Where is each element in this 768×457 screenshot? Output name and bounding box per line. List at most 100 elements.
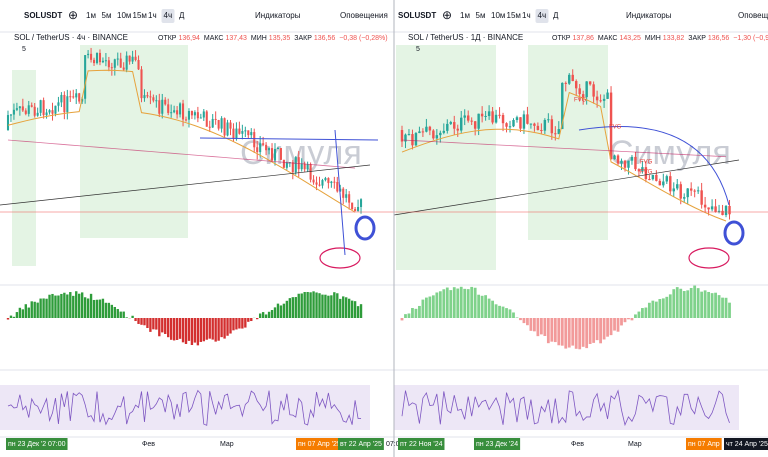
macd-bar bbox=[613, 318, 616, 331]
rsi-band bbox=[394, 385, 739, 430]
ma-line bbox=[7, 69, 356, 213]
candle-body bbox=[265, 144, 268, 151]
macd-bar bbox=[696, 288, 700, 318]
interval[interactable]: 4ч bbox=[538, 11, 547, 20]
indicators[interactable]: Индикаторы bbox=[626, 11, 672, 20]
candle-body bbox=[336, 181, 339, 192]
candle-body bbox=[33, 106, 36, 116]
candle-body bbox=[498, 114, 501, 116]
macd-bar bbox=[515, 317, 519, 318]
candle-body bbox=[557, 129, 561, 135]
macd-bar bbox=[104, 302, 108, 318]
macd-bar bbox=[98, 299, 102, 318]
alerts[interactable]: Оповещения bbox=[340, 11, 388, 20]
macd-bar bbox=[557, 318, 561, 346]
legend-title: SOL / TetherUS · 1Д · BINANCE bbox=[408, 33, 523, 42]
candle-body bbox=[179, 103, 182, 115]
interval[interactable]: 15м bbox=[133, 11, 147, 20]
candle-body bbox=[672, 188, 675, 192]
macd-bar bbox=[72, 295, 75, 318]
legend-label: МАКС bbox=[598, 35, 618, 42]
macd-bar bbox=[318, 293, 321, 318]
candle-body bbox=[116, 58, 119, 60]
candle-body bbox=[312, 179, 315, 183]
ma-line bbox=[401, 91, 727, 222]
candle-body bbox=[354, 209, 357, 211]
macd-bar bbox=[184, 318, 188, 344]
macd-bar bbox=[452, 287, 456, 318]
indicator-count[interactable]: 5 bbox=[22, 46, 26, 53]
candle-body bbox=[167, 104, 170, 113]
time-label: Фев bbox=[142, 441, 155, 448]
candle-body bbox=[143, 95, 146, 99]
macd-bar bbox=[223, 318, 226, 339]
ma-line bbox=[401, 139, 727, 158]
interval[interactable]: 5м bbox=[102, 11, 112, 20]
macd-bar bbox=[700, 291, 704, 318]
candle-body bbox=[703, 204, 707, 208]
alerts[interactable]: Оповещения bbox=[738, 11, 768, 20]
time-label-bg bbox=[724, 438, 768, 450]
candle-body bbox=[421, 131, 425, 133]
candle-body bbox=[351, 202, 354, 210]
interval[interactable]: Д bbox=[179, 11, 185, 20]
candle-body bbox=[655, 174, 658, 181]
symbol[interactable]: SOLUSDT bbox=[24, 11, 62, 20]
indicators[interactable]: Индикаторы bbox=[255, 11, 301, 20]
macd-bar bbox=[101, 298, 105, 318]
interval[interactable]: Д bbox=[553, 11, 559, 20]
interval[interactable]: 15м bbox=[507, 11, 521, 20]
macd-bar bbox=[707, 291, 711, 318]
interval[interactable]: 5м bbox=[476, 11, 486, 20]
interval[interactable]: 1ч bbox=[148, 11, 157, 20]
candle-body bbox=[270, 148, 274, 161]
candle-body bbox=[585, 81, 588, 98]
candle-body bbox=[700, 190, 703, 205]
interval[interactable]: 4ч bbox=[164, 11, 173, 20]
macd-bar bbox=[205, 318, 208, 340]
macd-bar bbox=[414, 308, 418, 318]
legend-value: 136,56 bbox=[314, 35, 336, 42]
candle-body bbox=[683, 197, 686, 199]
candle-body bbox=[181, 103, 185, 120]
candle-body bbox=[149, 96, 152, 98]
macd-bar bbox=[270, 310, 274, 318]
indicator-count[interactable]: 5 bbox=[416, 46, 420, 53]
macd-bar bbox=[86, 298, 90, 318]
candle-body bbox=[244, 130, 247, 132]
macd-bar bbox=[229, 318, 232, 334]
macd-bar bbox=[484, 295, 488, 318]
macd-bar bbox=[431, 295, 435, 318]
candle-body bbox=[686, 188, 689, 198]
add-button: ⊕ bbox=[68, 8, 78, 22]
interval[interactable]: 1ч bbox=[522, 11, 531, 20]
candle-body bbox=[345, 194, 348, 198]
interval[interactable]: 1м bbox=[86, 11, 96, 20]
candle-body bbox=[404, 134, 407, 142]
macd-bar bbox=[42, 298, 45, 318]
toolbar bbox=[394, 0, 768, 32]
interval[interactable]: 10м bbox=[491, 11, 505, 20]
interval[interactable]: 1м bbox=[460, 11, 470, 20]
macd-bar bbox=[675, 287, 679, 318]
candle-body bbox=[42, 100, 45, 116]
macd-bar bbox=[107, 302, 111, 318]
candle-body bbox=[137, 60, 140, 70]
candle-body bbox=[104, 60, 107, 62]
trend-line bbox=[0, 164, 371, 206]
candle-body bbox=[714, 206, 717, 212]
candle-body bbox=[193, 112, 196, 116]
macd-bar bbox=[710, 293, 714, 318]
legend-label: ОТКР bbox=[552, 35, 571, 42]
candle-body bbox=[543, 119, 547, 131]
macd-bar bbox=[89, 293, 93, 318]
macd-bar bbox=[606, 318, 609, 337]
candle-body bbox=[561, 82, 564, 130]
symbol[interactable]: SOLUSDT bbox=[398, 11, 436, 20]
candle-body bbox=[90, 53, 93, 60]
macd-bar bbox=[463, 288, 467, 318]
interval[interactable]: 10м bbox=[117, 11, 131, 20]
macd-bar bbox=[339, 298, 342, 318]
macd-bar bbox=[449, 290, 453, 318]
macd-bar bbox=[324, 294, 327, 318]
